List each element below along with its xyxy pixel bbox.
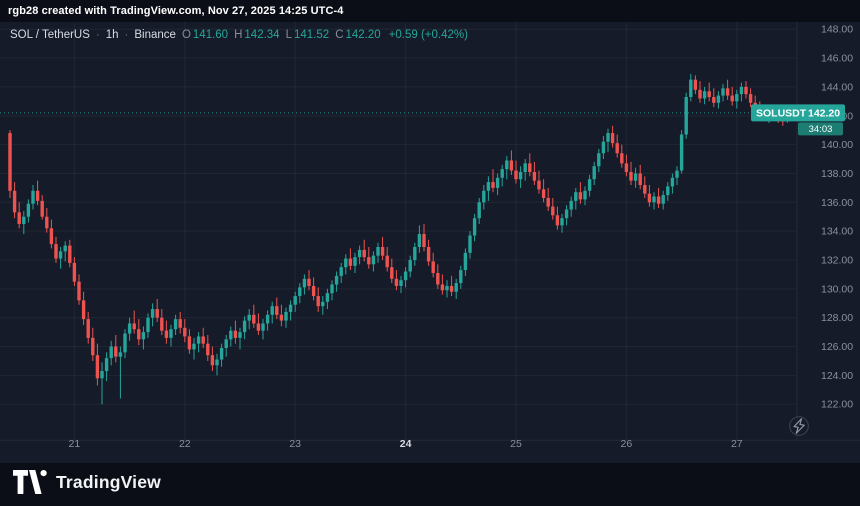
symbol-name[interactable]: SOL / TetherUS (10, 29, 90, 41)
svg-text:142.20: 142.20 (808, 107, 840, 119)
svg-text:136.00: 136.00 (821, 197, 853, 209)
low-value: 141.52 (294, 29, 330, 41)
svg-text:140.00: 140.00 (821, 139, 853, 151)
svg-text:130.00: 130.00 (821, 283, 853, 295)
svg-text:SOLUSDT: SOLUSDT (756, 107, 807, 119)
svg-text:23: 23 (289, 438, 301, 450)
candlestick-chart[interactable]: 148.00146.00144.00142.00140.00138.00136.… (0, 22, 860, 463)
candles (8, 73, 790, 405)
interval-label[interactable]: 1h (105, 29, 119, 41)
low-label: L (285, 29, 292, 41)
svg-text:22: 22 (179, 438, 191, 450)
open-label: O (181, 29, 191, 41)
attribution-text: rgb28 created with TradingView.com, Nov … (8, 5, 344, 17)
close-label: C (335, 29, 344, 41)
countdown-timer: 34:03 (798, 122, 843, 136)
legend-separator: · (124, 29, 129, 41)
tradingview-wordmark[interactable]: TradingView (56, 471, 161, 492)
open-value: 141.60 (192, 29, 229, 41)
axis-borders (0, 22, 860, 441)
svg-text:126.00: 126.00 (821, 341, 853, 353)
ohlc-close: C 142.20 (335, 29, 381, 41)
svg-text:134.00: 134.00 (821, 226, 853, 238)
chart-legend[interactable]: SOL / TetherUS · 1h · Binance O 141.60 H… (10, 29, 468, 41)
svg-text:148.00: 148.00 (821, 24, 853, 36)
svg-text:25: 25 (510, 438, 522, 450)
svg-text:132.00: 132.00 (821, 254, 853, 266)
close-value: 142.20 (345, 29, 381, 41)
svg-text:144.00: 144.00 (821, 81, 853, 93)
footer: TradingView (13, 467, 161, 497)
price-change: +0.59 (+0.42%) (388, 29, 468, 41)
high-label: H (234, 29, 243, 41)
ohlc-low: L 141.52 (286, 29, 330, 41)
svg-text:146.00: 146.00 (821, 53, 853, 65)
svg-text:128.00: 128.00 (821, 312, 853, 324)
svg-text:124.00: 124.00 (821, 370, 853, 382)
svg-text:34:03: 34:03 (809, 124, 833, 135)
tradingview-logo[interactable] (13, 470, 47, 494)
svg-text:122.00: 122.00 (821, 399, 853, 411)
price-axis[interactable]: 148.00146.00144.00142.00140.00138.00136.… (821, 24, 853, 411)
high-value: 142.34 (244, 29, 280, 41)
chart-area: 148.00146.00144.00142.00140.00138.00136.… (0, 22, 860, 463)
time-axis[interactable]: 21 22 23 24 25 26 27 (69, 438, 743, 450)
svg-text:26: 26 (621, 438, 633, 450)
ohlc-high: H 142.34 (234, 29, 280, 41)
grid-lines (0, 22, 797, 441)
svg-text:21: 21 (69, 438, 81, 450)
exchange-label[interactable]: Binance (134, 29, 176, 41)
svg-text:24: 24 (400, 438, 412, 450)
svg-text:27: 27 (731, 438, 743, 450)
svg-text:138.00: 138.00 (821, 168, 853, 180)
ohlc-open: O 141.60 (182, 29, 228, 41)
lightning-icon[interactable] (789, 416, 809, 436)
last-price-label: SOLUSDT 142.20 (751, 104, 845, 122)
legend-separator: · (95, 29, 100, 41)
attribution-bar: rgb28 created with TradingView.com, Nov … (0, 0, 860, 22)
